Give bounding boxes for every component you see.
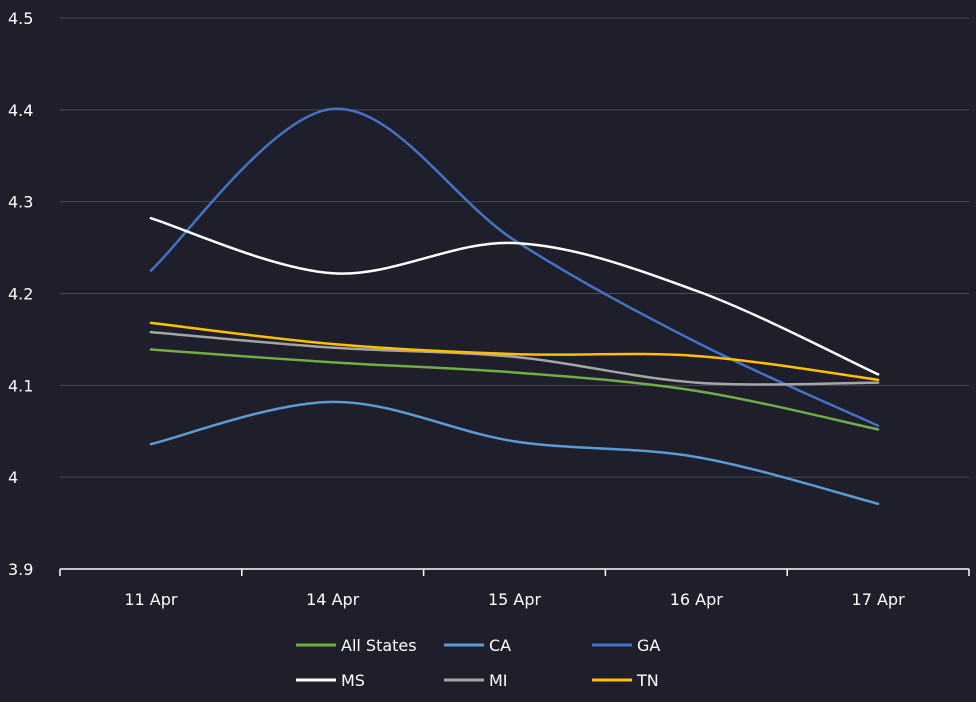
legend-label-tn: TN <box>636 671 659 690</box>
y-tick-label: 4.5 <box>8 9 33 28</box>
x-tick-label: 17 Apr <box>852 590 906 609</box>
x-tick-label: 11 Apr <box>124 590 178 609</box>
legend: All States CA GA MS MI TN <box>296 636 660 690</box>
legend-label-ga: GA <box>637 636 660 655</box>
series-line-ga <box>149 107 880 427</box>
y-axis-labels: 3.9 4 4.1 4.2 4.3 4.4 4.5 <box>8 9 33 579</box>
legend-label-all-states: All States <box>341 636 417 655</box>
legend-label-ms: MS <box>341 671 365 690</box>
y-tick-label: 3.9 <box>8 560 33 579</box>
series-line-tn <box>149 321 880 382</box>
series-lines <box>149 107 880 506</box>
y-tick-label: 4 <box>8 468 18 487</box>
series-line-ms <box>149 216 880 376</box>
y-tick-label: 4.4 <box>8 101 33 120</box>
series-line-mi <box>149 330 880 386</box>
x-axis-labels: 11 Apr 14 Apr 15 Apr 16 Apr 17 Apr <box>124 590 905 609</box>
gridlines <box>60 17 969 478</box>
y-tick-label: 4.1 <box>8 376 33 395</box>
legend-label-mi: MI <box>489 671 508 690</box>
x-axis <box>59 568 970 576</box>
series-line-all-states <box>149 348 880 431</box>
x-tick-label: 16 Apr <box>670 590 724 609</box>
x-tick-label: 15 Apr <box>488 590 542 609</box>
legend-label-ca: CA <box>489 636 511 655</box>
x-tick-label: 14 Apr <box>306 590 360 609</box>
y-tick-label: 4.2 <box>8 285 33 304</box>
y-tick-label: 4.3 <box>8 193 33 212</box>
series-line-ca <box>149 400 880 506</box>
